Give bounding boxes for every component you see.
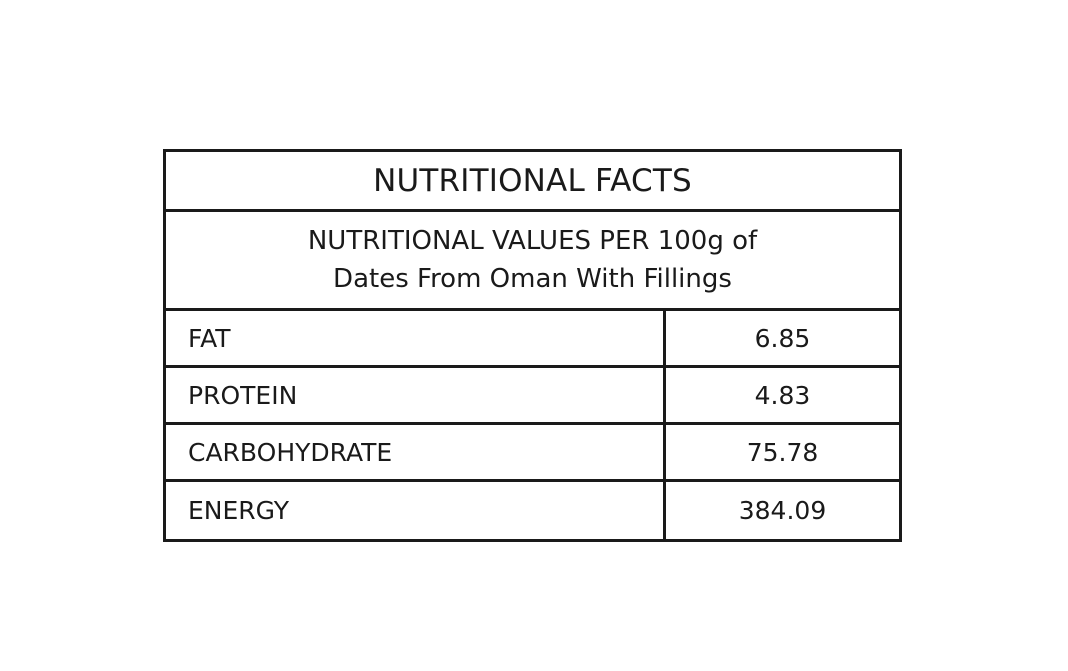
subtitle-line-2: Dates From Oman With Fillings (333, 264, 732, 294)
row-label: PROTEIN (166, 368, 666, 422)
table-title: NUTRITIONAL FACTS (373, 162, 692, 199)
subtitle-line-1: NUTRITIONAL VALUES PER 100g of (307, 226, 758, 256)
table-row-fat: FAT 6.85 (166, 311, 899, 368)
table-row-protein: PROTEIN 4.83 (166, 368, 899, 425)
row-value: 4.83 (754, 380, 811, 410)
table-row-carbohydrate: CARBOHYDRATE 75.78 (166, 425, 899, 482)
row-label: CARBOHYDRATE (166, 425, 666, 479)
table-row-energy: ENERGY 384.09 (166, 482, 899, 539)
row-value: 6.85 (754, 323, 811, 353)
row-label: FAT (166, 311, 666, 365)
row-value: 75.78 (746, 437, 819, 467)
table-title-row: NUTRITIONAL FACTS (166, 152, 899, 212)
row-label: ENERGY (166, 482, 666, 539)
table-subtitle-row: NUTRITIONAL VALUES PER 100g of Dates Fro… (166, 212, 899, 311)
nutrition-facts-table: NUTRITIONAL FACTS NUTRITIONAL VALUES PER… (163, 149, 902, 542)
row-value: 384.09 (738, 496, 827, 525)
